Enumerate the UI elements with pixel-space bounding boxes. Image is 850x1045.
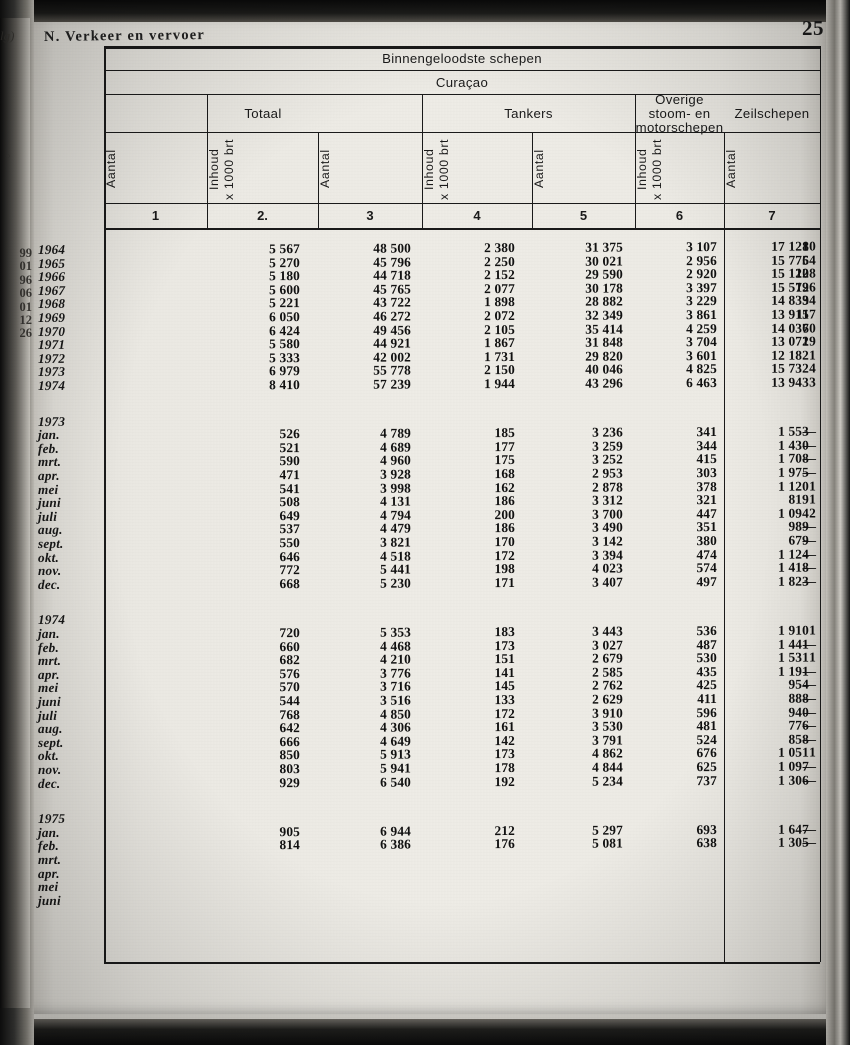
table-cell: — [802, 834, 817, 850]
column-number-1: 1 [151, 208, 160, 223]
subheader-aantal-zeilschepen: Aantal [724, 149, 738, 189]
scan-bottom-shadow [0, 1019, 850, 1045]
subheader-aantal-tankers: Aantal [318, 149, 332, 189]
table-cell: — [802, 772, 817, 788]
paper-sheet [20, 14, 832, 1014]
group-header-zeilschepen: Zeilschepen [734, 106, 810, 121]
page-edge-right [826, 0, 850, 1045]
rule-zeil-body [724, 228, 725, 962]
statistical-table: Binnengeloodste schepen Curaçao Totaal T… [38, 46, 821, 965]
rule-under-groups [104, 132, 820, 133]
table-super-title: Binnengeloodste schepen [382, 51, 542, 66]
column-number-4: 4 [473, 208, 481, 223]
group-header-overige-stoom-en-motorschepen: Overige stoom- en motorschepen [635, 92, 724, 135]
row-label: dec. [37, 775, 61, 791]
rule-top [104, 46, 820, 50]
page-number: 25 [802, 16, 824, 40]
facing-page-digit: 06 [19, 286, 33, 301]
facing-page-digit: 96 [19, 272, 33, 287]
rule-col5-col6 [724, 132, 725, 228]
group-header-tankers: Tankers [504, 106, 553, 121]
facing-page-digit: 01 [19, 299, 33, 314]
rule-col3-col4 [532, 132, 533, 228]
facing-page-fragment: lg) [0, 28, 15, 43]
table-cell: 3 [809, 374, 817, 390]
rule-bottom [104, 962, 820, 965]
rule-overige-zeil [635, 94, 636, 228]
rule-left-border [104, 46, 106, 962]
rule-under-subheaders [104, 203, 820, 204]
facing-page-digit: 12 [19, 313, 33, 328]
facing-page-mark: ◦ [6, 148, 11, 163]
column-number-2: 2. [257, 208, 268, 223]
table-cell: — [802, 573, 817, 589]
column-number-6: 6 [675, 208, 684, 223]
facing-page-digit: 99 [19, 246, 33, 260]
column-number-7: 7 [768, 208, 776, 223]
rule-under-supertitle [104, 70, 820, 71]
row-label: 1974 [37, 377, 66, 393]
facing-page-digit: 01 [19, 259, 33, 274]
rule-totaal-tankers [207, 94, 208, 228]
rule-under-colnumbers [104, 228, 820, 231]
subheader-aantal-totaal: Aantal [104, 149, 118, 189]
group-header-totaal: Totaal [244, 106, 282, 121]
facing-page-digit: 26 [19, 326, 33, 341]
subheader-aantal-overige: Aantal [532, 149, 546, 189]
running-head: N. Verkeer en vervoer [43, 27, 206, 45]
row-label: juni [37, 892, 61, 908]
rule-col1-col2 [318, 132, 319, 228]
scan-top-shadow [0, 0, 850, 22]
rule-under-region [104, 94, 820, 95]
column-number-5: 5 [579, 208, 588, 223]
facing-page-digit-column: 99 01 96 06 01 12 26 [2, 246, 33, 341]
column-number-3: 3 [366, 208, 374, 223]
subheader-inhoud-tankers: Inhoud x 1000 brt [422, 138, 451, 200]
subheader-inhoud-totaal: Inhoud x 1000 brt [207, 138, 236, 200]
facing-page-edge [0, 18, 30, 1008]
rule-right-border [820, 46, 821, 962]
row-label: dec. [37, 576, 61, 592]
table-region-title: Curaçao [435, 75, 489, 90]
rule-tankers-overige [422, 94, 423, 228]
subheader-inhoud-overige: Inhoud x 1000 brt [635, 138, 664, 200]
